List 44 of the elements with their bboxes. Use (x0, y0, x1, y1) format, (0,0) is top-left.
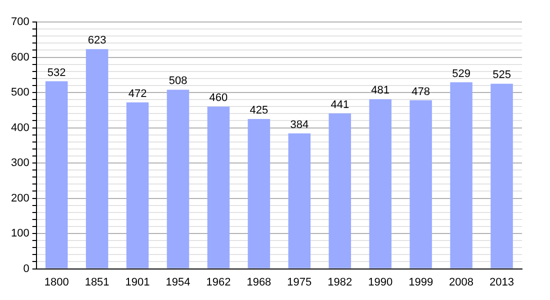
x-tick-label: 2013 (490, 276, 514, 288)
y-tick-label: 500 (10, 86, 30, 99)
data-label: 472 (128, 88, 147, 100)
x-tick-label: 1990 (368, 276, 393, 288)
bar (410, 100, 432, 268)
bar (166, 90, 190, 268)
y-tick-label: 100 (10, 228, 30, 240)
x-tick-label: 1901 (125, 276, 150, 288)
x-tick-label: 2008 (449, 276, 474, 288)
data-label: 623 (88, 34, 106, 47)
data-label: 478 (412, 86, 430, 98)
data-label: 525 (492, 69, 511, 82)
data-label: 384 (290, 118, 309, 131)
bar (45, 81, 68, 268)
x-tick-label: 1975 (287, 276, 312, 288)
y-tick-label: 600 (10, 51, 30, 64)
x-tick-label: 1954 (166, 276, 190, 288)
data-label: 460 (209, 92, 228, 104)
x-tick-label: 1982 (328, 276, 352, 288)
x-tick-label: 1999 (408, 276, 434, 288)
y-tick-label: 0 (23, 262, 30, 275)
bar (490, 84, 513, 268)
bar (207, 106, 230, 268)
data-label: 529 (452, 68, 470, 80)
bar (126, 102, 149, 268)
bar (450, 82, 472, 268)
bar (288, 133, 311, 268)
x-tick-label: 1968 (246, 276, 272, 288)
y-tick-label: 300 (10, 157, 30, 170)
bar (248, 118, 270, 268)
data-label: 508 (168, 75, 188, 88)
bar (328, 113, 352, 268)
y-tick-label: 200 (10, 192, 30, 204)
data-label: 441 (330, 98, 350, 111)
x-tick-label: 1800 (44, 276, 69, 288)
bar (86, 49, 108, 268)
bar (369, 99, 392, 268)
x-tick-label: 1962 (206, 276, 231, 288)
y-tick-label: 400 (10, 122, 30, 134)
data-label: 481 (371, 84, 390, 97)
y-tick-label: 700 (10, 16, 30, 28)
x-tick-label: 1851 (84, 276, 110, 288)
data-label: 532 (47, 66, 66, 79)
data-label: 425 (250, 104, 268, 116)
